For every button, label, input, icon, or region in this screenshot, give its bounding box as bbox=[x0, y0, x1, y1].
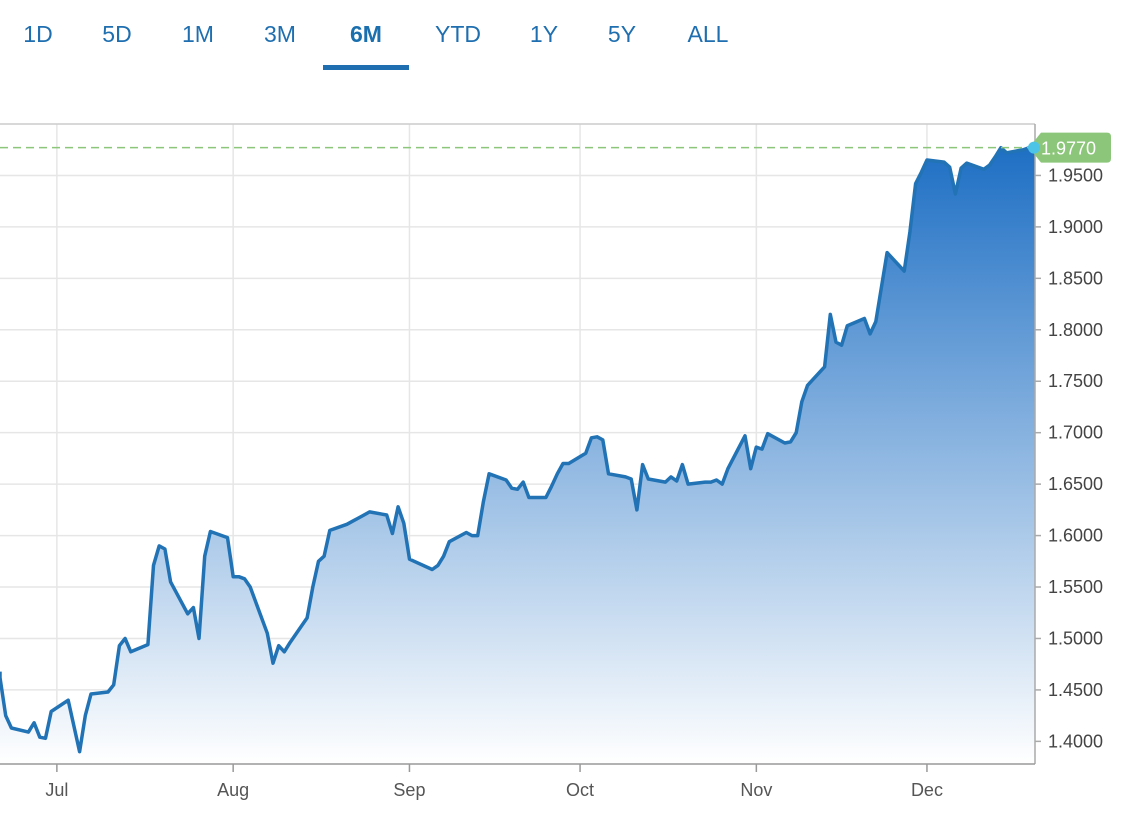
y-tick-label: 1.5000 bbox=[1048, 628, 1103, 648]
range-button-label: 5Y bbox=[607, 21, 637, 47]
range-button-label: 1D bbox=[23, 21, 53, 47]
price-line bbox=[0, 145, 1035, 754]
last-value-label: 1.9770 bbox=[1041, 139, 1096, 159]
range-button-all[interactable]: ALL bbox=[676, 18, 740, 70]
y-tick-label: 1.7000 bbox=[1048, 423, 1103, 443]
y-tick-label: 1.7500 bbox=[1048, 371, 1103, 391]
plot-frame bbox=[0, 123, 1036, 765]
range-button-label: 3M bbox=[264, 21, 296, 47]
range-button-5d[interactable]: 5D bbox=[88, 18, 146, 70]
range-button-6m[interactable]: 6M bbox=[323, 18, 409, 70]
range-button-1d[interactable]: 1D bbox=[10, 18, 66, 70]
price-area bbox=[0, 147, 1035, 764]
y-tick-label: 1.9500 bbox=[1048, 165, 1103, 185]
x-tick-label: Aug bbox=[217, 780, 249, 800]
y-tick-label: 1.4500 bbox=[1048, 680, 1103, 700]
range-button-label: YTD bbox=[435, 21, 481, 47]
range-button-5y[interactable]: 5Y bbox=[593, 18, 651, 70]
range-button-1y[interactable]: 1Y bbox=[515, 18, 573, 70]
x-tick-label: Sep bbox=[393, 780, 425, 800]
y-tick-label: 1.9000 bbox=[1048, 217, 1103, 237]
range-button-label: 1M bbox=[182, 21, 214, 47]
range-button-label: 6M bbox=[350, 21, 382, 47]
y-tick-label: 1.6000 bbox=[1048, 526, 1103, 546]
x-tick-label: Jul bbox=[45, 780, 68, 800]
x-tick-label: Dec bbox=[911, 780, 943, 800]
y-tick-label: 1.5500 bbox=[1048, 577, 1103, 597]
x-tick-label: Nov bbox=[740, 780, 772, 800]
y-tick-label: 1.6500 bbox=[1048, 474, 1103, 494]
last-value-badge bbox=[1029, 132, 1111, 163]
last-value-indicator: 1.9770 bbox=[0, 132, 1111, 163]
x-tick-label: Oct bbox=[566, 780, 594, 800]
range-button-label: 1Y bbox=[529, 21, 559, 47]
range-button-3m[interactable]: 3M bbox=[250, 18, 310, 70]
y-axis: 1.4000 1.4500 1.5000 1.5500 1.6000 1.6500 1.70… bbox=[1035, 165, 1103, 751]
range-button-ytd[interactable]: YTD bbox=[425, 18, 491, 70]
y-tick-label: 1.4000 bbox=[1048, 731, 1103, 751]
range-button-label: ALL bbox=[687, 21, 729, 47]
last-value-marker bbox=[1028, 141, 1040, 154]
x-axis: Jul Aug Sep Oct Nov Dec bbox=[45, 764, 943, 800]
active-range-underline bbox=[323, 65, 409, 70]
range-button-1m[interactable]: 1M bbox=[168, 18, 228, 70]
range-selector: 1D 5D 1M 3M 6M YTD 1Y 5Y ALL bbox=[0, 0, 1140, 70]
range-button-label: 5D bbox=[102, 21, 132, 47]
y-tick-label: 1.8500 bbox=[1048, 268, 1103, 288]
y-tick-label: 1.8000 bbox=[1048, 320, 1103, 340]
